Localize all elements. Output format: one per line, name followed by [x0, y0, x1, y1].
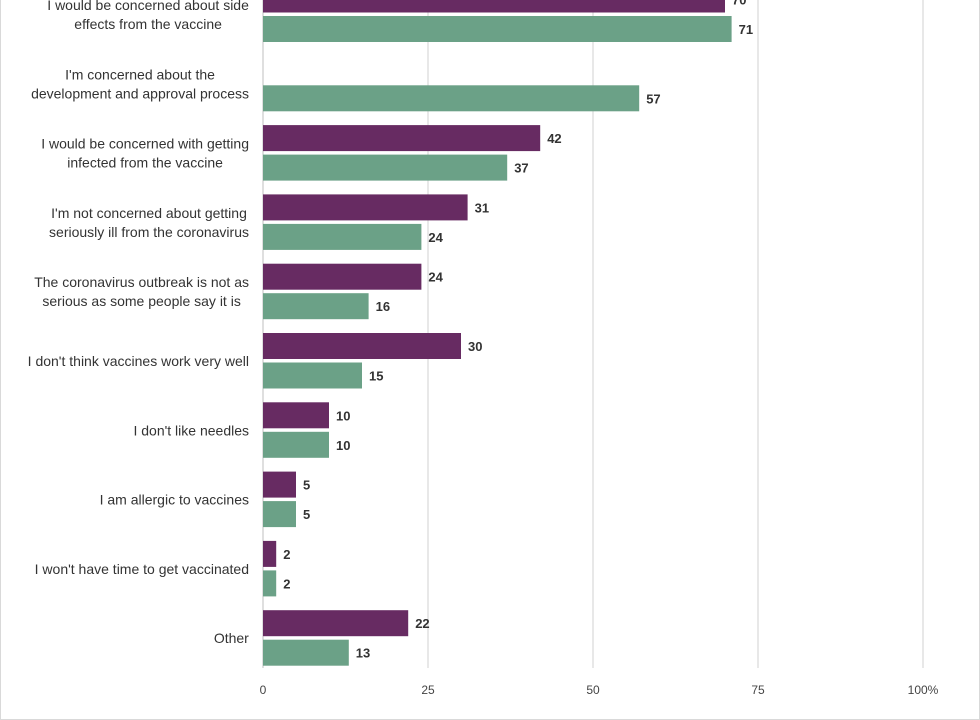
category-label: I would be concerned with getting infecte…: [41, 136, 249, 171]
bar: [263, 570, 277, 597]
bar: [263, 223, 422, 250]
data-label: 15: [369, 369, 383, 384]
bar: [263, 194, 468, 221]
bar: [263, 16, 732, 42]
data-label: 22: [415, 616, 429, 631]
category-label: The coronavirus outbreak is not as seriou…: [34, 274, 249, 309]
bar: [263, 125, 541, 152]
bar: [263, 402, 329, 429]
data-label: 30: [468, 339, 482, 354]
data-label: 5: [303, 507, 310, 522]
x-tick-label: 75: [751, 683, 765, 697]
data-label: 16: [376, 299, 390, 314]
bar: [263, 431, 329, 458]
bar: [263, 639, 349, 666]
bar: [263, 293, 369, 320]
category-label: I am allergic to vaccines: [100, 492, 249, 508]
data-label: 13: [356, 646, 370, 661]
bar: [263, 471, 296, 498]
data-label: 10: [336, 408, 350, 423]
data-label: 2: [283, 576, 290, 591]
category-label: I won't have time to get vaccinated: [35, 561, 249, 577]
x-tick-label: 25: [421, 683, 435, 697]
x-tick-label: 50: [586, 683, 600, 697]
data-label: 37: [514, 161, 528, 176]
category-label: I would be concerned about side effects f…: [47, 0, 249, 32]
data-label: 71: [739, 22, 753, 37]
bar: [263, 154, 508, 181]
bar: [263, 610, 409, 637]
category-label: I don't think vaccines work very well: [28, 353, 249, 369]
category-label: Other: [214, 630, 249, 646]
x-axis-ticks: 0 25 50 75 100%: [260, 683, 939, 697]
bar: [263, 362, 362, 389]
data-label: 57: [646, 91, 660, 106]
bar: [263, 540, 277, 567]
bar: [263, 501, 296, 528]
bar: [263, 333, 461, 359]
category-labels: I would be concerned about side effects f…: [28, 0, 249, 646]
data-label: 31: [475, 200, 489, 215]
data-label: 70: [732, 0, 746, 8]
bar: [263, 0, 725, 13]
data-label: 10: [336, 438, 350, 453]
bar: [263, 263, 422, 290]
category-label: I'm not concerned about getting seriously…: [49, 205, 249, 240]
data-label: 24: [428, 270, 443, 285]
bars: [263, 0, 732, 666]
data-label: 24: [428, 230, 443, 245]
x-tick-label: 0: [260, 683, 267, 697]
category-label: I don't like needles: [133, 422, 249, 438]
data-label: 5: [303, 478, 310, 493]
category-label: I'm concerned about the development and a…: [31, 66, 249, 101]
data-label: 42: [547, 131, 561, 146]
x-tick-label: 100%: [908, 683, 939, 697]
data-label: 2: [283, 547, 290, 562]
bar: [263, 85, 640, 112]
